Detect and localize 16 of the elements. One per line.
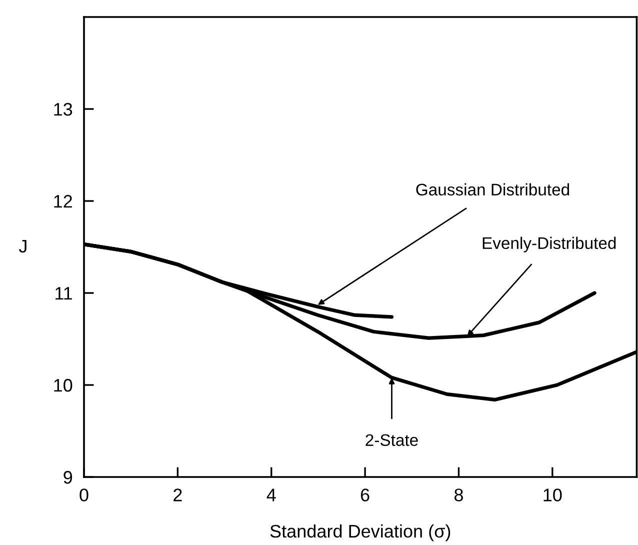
x-tick-label: 6 — [360, 488, 370, 502]
annotation: 2-State — [366, 434, 418, 446]
x-tick-label: 10 — [544, 488, 562, 502]
x-tick-label: 2 — [174, 488, 182, 502]
annotation: Gaussian Distributed — [416, 183, 570, 196]
y-tick-label: 10 — [54, 378, 72, 392]
x-tick-label: 4 — [266, 488, 276, 502]
y-tick-label: 12 — [54, 194, 72, 208]
annotation: Evenly-Distributed — [482, 236, 616, 252]
y-tick-label: 13 — [54, 102, 72, 116]
x-axis-title: Standard Deviation (σ) — [270, 524, 450, 542]
y-axis-title: J — [18, 240, 26, 253]
x-tick-label: 8 — [454, 488, 463, 502]
y-tick-label: 9 — [64, 470, 72, 484]
x-tick-label: 0 — [80, 488, 88, 502]
y-tick-label: 11 — [56, 287, 72, 300]
